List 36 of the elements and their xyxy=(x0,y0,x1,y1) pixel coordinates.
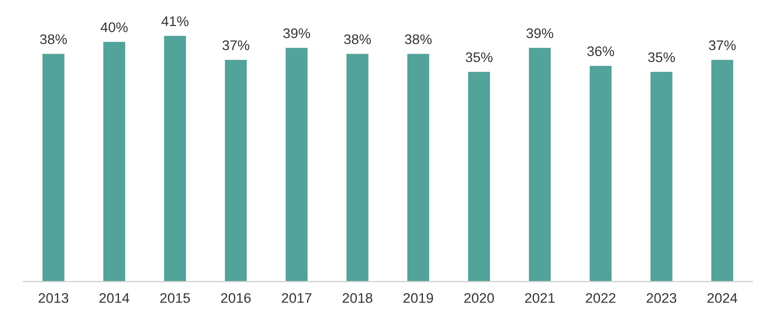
data-label: 40% xyxy=(100,22,128,32)
bar xyxy=(650,72,672,282)
x-tick-label: 2024 xyxy=(707,293,738,303)
x-tick-label: 2019 xyxy=(403,293,434,303)
x-tick-label: 2016 xyxy=(221,293,251,303)
x-tick-label: 2020 xyxy=(464,293,494,303)
x-tick-label: 2015 xyxy=(160,293,190,303)
data-label: 35% xyxy=(466,52,492,62)
data-label: 37% xyxy=(222,40,250,50)
data-label: 39% xyxy=(283,28,310,38)
data-label: 36% xyxy=(587,46,614,56)
x-tick-label: 2014 xyxy=(99,293,130,303)
bar xyxy=(286,48,308,282)
bar xyxy=(711,60,734,282)
bar xyxy=(528,48,551,282)
bar xyxy=(407,54,430,282)
bar xyxy=(590,66,612,282)
data-label: 41% xyxy=(161,16,188,26)
bar xyxy=(42,54,64,282)
data-label: 35% xyxy=(648,52,675,62)
x-tick-label: 2023 xyxy=(646,293,676,303)
x-tick-label: 2017 xyxy=(282,293,312,303)
bar xyxy=(164,36,186,282)
bar xyxy=(224,60,247,282)
bar xyxy=(103,42,126,282)
data-label: 37% xyxy=(708,40,736,50)
data-label: 38% xyxy=(404,34,432,44)
bar xyxy=(468,72,490,282)
data-label: 38% xyxy=(40,34,67,44)
x-tick-label: 2021 xyxy=(525,293,555,303)
bar xyxy=(346,54,368,282)
data-label: 39% xyxy=(526,28,554,38)
x-tick-label: 2013 xyxy=(38,293,68,303)
data-label: 38% xyxy=(344,34,371,44)
x-tick-label: 2022 xyxy=(586,293,616,303)
x-tick-label: 2018 xyxy=(342,293,372,303)
